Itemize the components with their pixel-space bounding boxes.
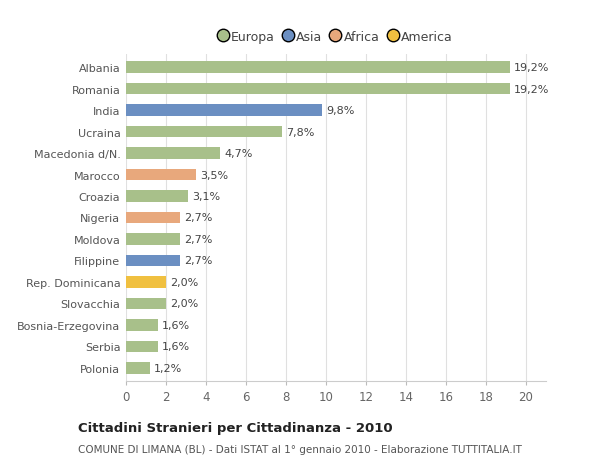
Text: 2,7%: 2,7% [184,256,212,266]
Text: Cittadini Stranieri per Cittadinanza - 2010: Cittadini Stranieri per Cittadinanza - 2… [78,421,392,434]
Bar [126,298,166,310]
Bar [126,126,282,138]
Bar [126,212,180,224]
Text: 2,0%: 2,0% [170,277,198,287]
Bar [126,319,158,331]
Text: 2,7%: 2,7% [184,235,212,245]
Bar [126,362,150,374]
Bar [126,190,188,202]
Text: 19,2%: 19,2% [514,63,550,73]
Bar [126,255,180,267]
Bar [126,341,158,353]
Text: 3,5%: 3,5% [200,170,228,180]
Bar [126,105,322,117]
Bar [126,84,510,95]
Text: 7,8%: 7,8% [286,127,314,137]
Bar [126,148,220,160]
Text: 1,6%: 1,6% [162,341,190,352]
Text: 19,2%: 19,2% [514,84,550,95]
Text: 9,8%: 9,8% [326,106,355,116]
Text: COMUNE DI LIMANA (BL) - Dati ISTAT al 1° gennaio 2010 - Elaborazione TUTTITALIA.: COMUNE DI LIMANA (BL) - Dati ISTAT al 1°… [78,444,522,454]
Bar [126,234,180,246]
Bar [126,276,166,288]
Text: 2,7%: 2,7% [184,213,212,223]
Legend: Europa, Asia, Africa, America: Europa, Asia, Africa, America [215,25,457,48]
Text: 2,0%: 2,0% [170,299,198,309]
Text: 4,7%: 4,7% [224,149,253,159]
Text: 1,2%: 1,2% [154,363,182,373]
Bar [126,62,510,74]
Text: 3,1%: 3,1% [192,191,220,202]
Text: 1,6%: 1,6% [162,320,190,330]
Bar [126,169,196,181]
